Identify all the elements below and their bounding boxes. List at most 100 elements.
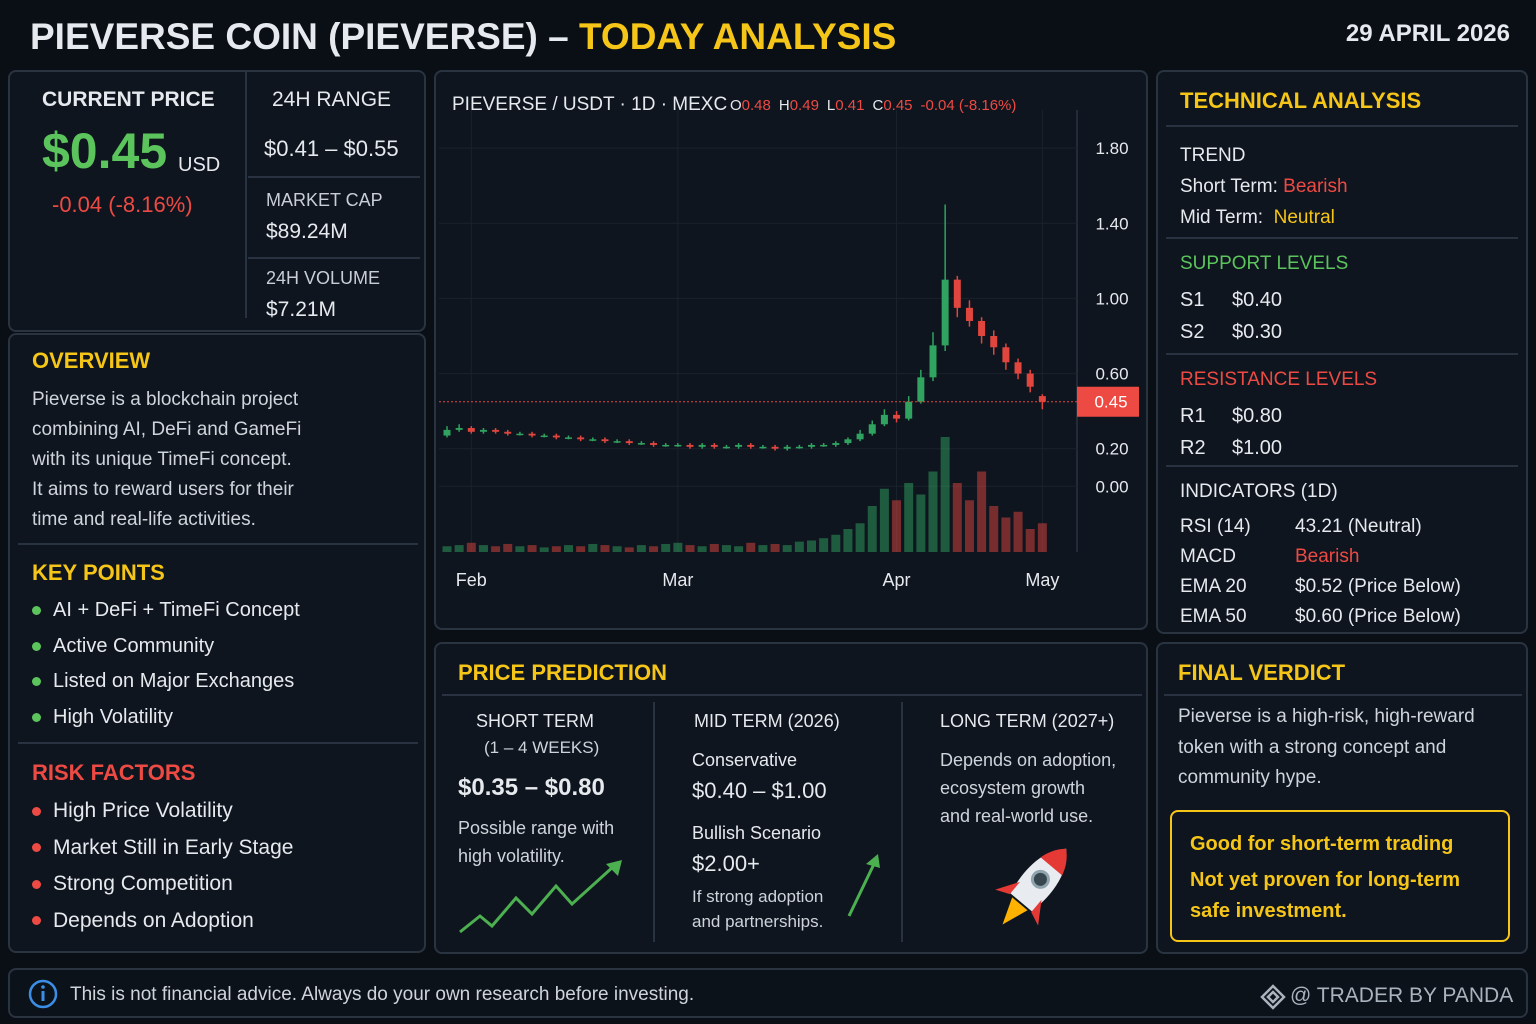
row-label: R2 <box>1180 437 1206 459</box>
candle-body <box>492 429 500 432</box>
line: safe investment. <box>1190 900 1347 922</box>
candle-body <box>1002 347 1010 363</box>
stat-label: 24H VOLUME <box>266 268 381 288</box>
candle-body <box>601 439 609 442</box>
candle-body <box>880 414 888 425</box>
volume-bar <box>831 534 841 552</box>
row-label: S2 <box>1180 321 1205 343</box>
ohlc-label: C <box>872 97 883 114</box>
candle-body <box>844 439 852 444</box>
volume-bar <box>636 545 646 552</box>
ohlc-value: 0.48 <box>742 97 771 114</box>
line: If strong adoption <box>692 887 824 906</box>
candle-body <box>686 444 694 447</box>
row-value: 43.21 (Neutral) <box>1295 516 1422 537</box>
disclaimer: This is not financial advice. Always do … <box>70 984 695 1005</box>
candle-body <box>795 446 803 449</box>
highlight-box: Good for short-term trading Not yet prove… <box>1170 810 1510 942</box>
y-tick-label: 1.00 <box>1095 289 1128 308</box>
candle-body <box>905 401 913 419</box>
verdict-panel: FINAL VERDICT Pieverse is a high-risk, h… <box>1156 642 1528 954</box>
range: $0.35 – $0.80 <box>458 774 605 801</box>
volume-bar <box>867 506 877 552</box>
candle-body <box>722 446 730 449</box>
candle-body <box>1014 362 1022 374</box>
line: token with a strong concept and <box>1178 736 1447 758</box>
item: AI + DeFi + TimeFi Concept <box>32 593 300 629</box>
volume-bar <box>721 545 731 552</box>
candle-body <box>929 345 937 378</box>
candle-body <box>856 433 864 440</box>
candle-body <box>771 446 779 449</box>
candle-body <box>698 444 706 447</box>
candle-body <box>613 441 621 443</box>
price-tag <box>1077 386 1139 417</box>
col-title: LONG TERM (2027+) <box>940 711 1115 731</box>
x-tick-label: Apr <box>883 570 911 590</box>
volume-bar <box>794 541 804 552</box>
row-value: $1.00 <box>1232 437 1283 459</box>
candle-body <box>479 429 487 432</box>
candle-body <box>637 443 645 445</box>
row-label: Mid Term: <box>1180 207 1264 228</box>
brand: @ TRADER BY PANDA <box>1290 984 1514 1007</box>
row-value: $0.80 <box>1232 405 1283 427</box>
candle-body <box>710 444 718 447</box>
candle-body <box>832 443 840 445</box>
candle-body <box>662 444 670 447</box>
info-icon <box>28 979 58 1009</box>
y-tick-label: 1.40 <box>1095 214 1128 233</box>
item-text: Strong Competition <box>53 872 233 895</box>
rocket-icon <box>995 848 1067 926</box>
volume-bar <box>819 538 829 552</box>
candle-body <box>759 446 767 449</box>
note: Depends on adoption, ecosystem growth and … <box>940 746 1116 830</box>
candle-body <box>1026 373 1034 387</box>
line: community hype. <box>1178 767 1322 788</box>
candle-body <box>540 435 548 438</box>
volume-bar <box>952 483 962 552</box>
stat-label: 24H RANGE <box>272 88 392 111</box>
footer: This is not financial advice. Always do … <box>8 968 1528 1018</box>
volume-bar <box>649 546 659 552</box>
volume-bar <box>989 506 999 552</box>
candle-body <box>820 444 828 447</box>
sub-title: RESISTANCE LEVELS <box>1180 369 1378 390</box>
candle-body <box>747 444 755 447</box>
col-title: SHORT TERM <box>476 711 595 731</box>
line: Pieverse is a blockchain project <box>32 389 299 410</box>
volume-bar <box>782 545 792 552</box>
volume-bar <box>879 488 889 552</box>
price-panel: CURRENT PRICE $0.45 USD -0.04 (-8.16%) 2… <box>8 70 426 332</box>
technical-panel: TECHNICAL ANALYSIS TREND Short Term: Bea… <box>1156 70 1528 634</box>
row-label: S1 <box>1180 289 1205 311</box>
prediction-panel: PRICE PREDICTION SHORT TERM (1 – 4 WEEKS… <box>434 642 1148 954</box>
row-value: Bearish <box>1295 546 1360 567</box>
row-value: $0.52 (Price Below) <box>1295 576 1461 597</box>
volume-bar <box>1025 529 1035 552</box>
volume-bar <box>527 545 537 552</box>
col-sub: (1 – 4 WEEKS) <box>484 738 600 757</box>
price-tag-label: 0.45 <box>1094 393 1127 412</box>
volume-bar <box>709 543 719 552</box>
line: Depends on adoption, <box>940 750 1117 770</box>
candle-body <box>443 429 451 436</box>
ohlc-label: H <box>779 97 790 114</box>
row-label: EMA 20 <box>1180 576 1247 597</box>
volume-bar <box>503 543 513 552</box>
currency: USD <box>178 154 221 176</box>
candle-body <box>625 441 633 444</box>
volume-bar <box>600 545 610 552</box>
row-value: $0.40 <box>1232 289 1283 311</box>
item-text: High Price Volatility <box>53 799 233 822</box>
volume-bar <box>928 471 938 552</box>
volume-bar <box>539 547 549 552</box>
section-title: PRICE PREDICTION <box>458 660 668 685</box>
item-text: Active Community <box>53 634 215 657</box>
ohlc-change: -0.04 (-8.16%) <box>921 97 1017 114</box>
ohlc-value: 0.49 <box>790 97 819 114</box>
title: PIEVERSE COIN (PIEVERSE) – <box>30 16 569 57</box>
volume-bar <box>466 542 476 552</box>
item: Depends on Adoption <box>32 903 293 940</box>
